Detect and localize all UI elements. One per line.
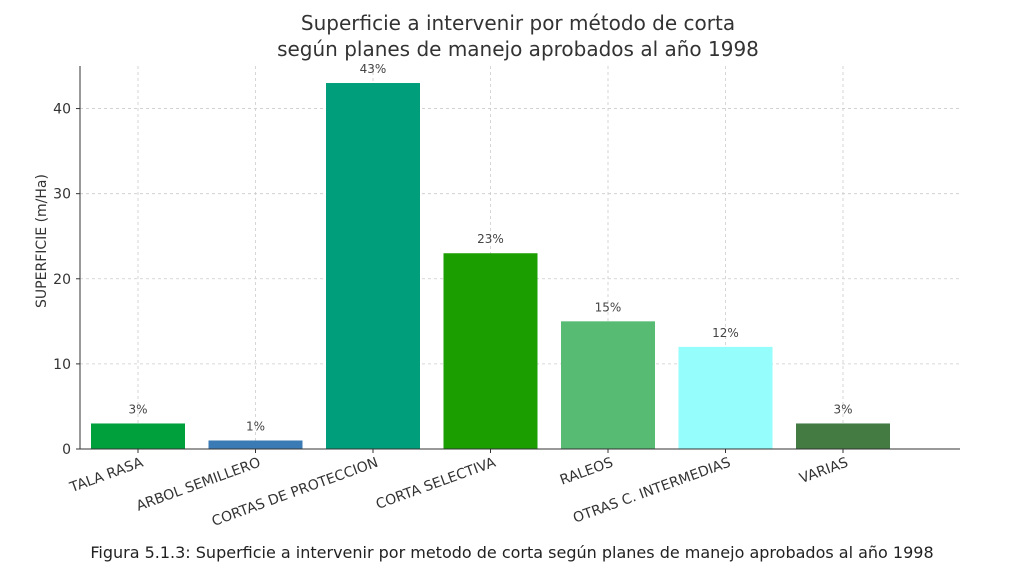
chart-title-line-1: Superficie a intervenir por método de co… [301,11,735,35]
bar [678,346,773,449]
bar [443,253,538,449]
axes [79,66,960,450]
data-label: 1% [246,419,265,433]
data-label: 3% [128,402,147,416]
x-tick-label: CORTA SELECTIVA [374,455,498,513]
data-label: 15% [595,300,622,314]
x-tick-label: TALA RASA [67,455,146,497]
data-label: 43% [360,62,387,76]
y-ticks: 0 10 20 30 40 [53,102,80,458]
bar [208,440,303,449]
bar [561,321,655,449]
y-tick-label: 0 [62,442,71,458]
bars [91,83,890,450]
data-label: 3% [833,402,852,416]
bar-chart: Superficie a intervenir por método de co… [34,11,960,530]
y-tick-label: 10 [53,357,71,373]
x-tick-label: VARIAS [797,455,850,487]
data-label: 23% [477,232,504,246]
data-labels: 3% 1% 43% 23% 15% 12% 3% [128,62,852,433]
y-tick-label: 20 [53,272,71,288]
y-tick-label: 40 [53,102,71,118]
data-label: 12% [712,326,739,340]
figure-caption: Figura 5.1.3: Superficie a intervenir po… [90,543,934,562]
bar [796,423,890,449]
bar [91,423,185,449]
y-tick-label: 30 [53,187,71,203]
bar [326,83,420,450]
y-axis-label: SUPERFICIE (m/Ha) [34,174,50,308]
chart-title-line-2: según planes de manejo aprobados al año … [277,37,759,61]
x-tick-label: RALEOS [558,455,616,489]
